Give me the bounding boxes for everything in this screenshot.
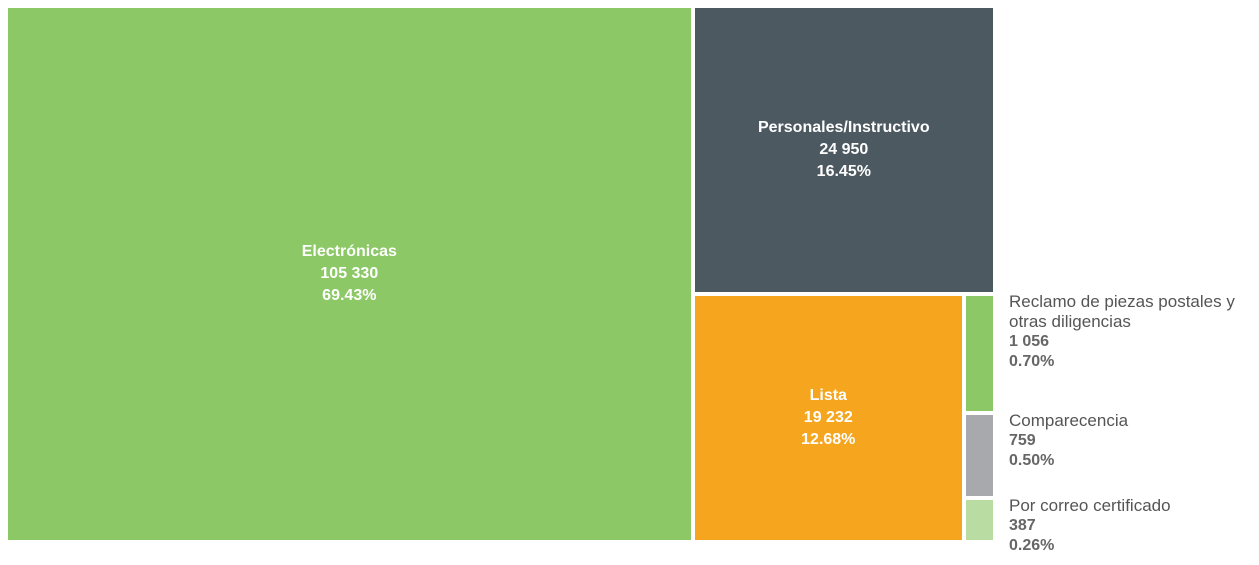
- cell-label: Por correo certificado 387 0.26%: [1009, 496, 1249, 556]
- cell-label: Comparecencia 759 0.50%: [1009, 411, 1249, 471]
- cell-name: Lista: [809, 387, 847, 405]
- cell-percent: 12.68%: [801, 431, 856, 449]
- cell-value: 105 330: [320, 265, 379, 282]
- cell-name: Electrónicas: [301, 243, 397, 260]
- cell-label: Personales/Instructivo 24 950 16.45%: [695, 8, 993, 292]
- cell-percent: 0.26%: [1009, 537, 1055, 555]
- cell-name: Comparecencia: [1009, 411, 1129, 431]
- cell-percent: 0.70%: [1009, 353, 1055, 371]
- cell-value: 387: [1009, 517, 1036, 535]
- treemap-cell: [8, 8, 691, 540]
- cell-value: 19 232: [803, 409, 853, 427]
- cell-percent: 16.45%: [816, 163, 871, 181]
- treemap-cell: [965, 296, 993, 412]
- cell-value: 759: [1009, 432, 1036, 450]
- cell-percent: 0.50%: [1009, 452, 1055, 470]
- cell-label: Lista 19 232 12.68%: [695, 296, 962, 540]
- treemap-cell: [694, 8, 993, 293]
- cell-value: 24 950: [819, 141, 869, 159]
- cell-name: Reclamo de piezas postales y otras dilig…: [1009, 292, 1235, 332]
- cell-label: Electrónicas 105 330 69.43%: [8, 8, 691, 540]
- cell-name: Personales/Instructivo: [757, 119, 930, 137]
- treemap-cell: [965, 500, 993, 540]
- treemap-cell: [694, 296, 962, 540]
- treemap-cell: [965, 415, 993, 497]
- cell-percent: 69.43%: [322, 287, 377, 304]
- cell-label: Reclamo de piezas postales y otras dilig…: [1009, 292, 1249, 372]
- cell-value: 1 056: [1009, 333, 1050, 351]
- cell-name: Por correo certificado: [1009, 496, 1171, 516]
